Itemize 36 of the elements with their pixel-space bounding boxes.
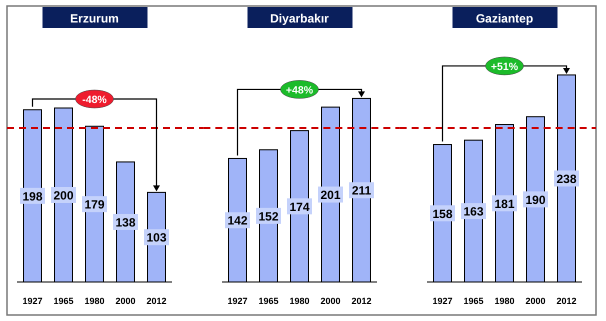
data-label: 211	[352, 184, 372, 198]
data-label: 174	[289, 200, 310, 214]
text: +51%	[490, 60, 519, 73]
chart-title: Gaziantep	[476, 12, 534, 26]
x-tick-label: 1927	[227, 296, 248, 306]
x-tick-label: 1980	[494, 296, 515, 306]
x-tick-label: 2000	[115, 296, 136, 306]
data-label: 179	[84, 198, 105, 212]
data-label: 198	[22, 189, 43, 204]
chart-title: Diyarbakır	[270, 12, 330, 26]
data-label: 152	[258, 209, 279, 224]
data-label: 142	[227, 214, 248, 228]
x-tick-label: 2012	[556, 296, 577, 306]
data-label: 200	[53, 188, 74, 202]
x-tick-label: 1927	[432, 296, 453, 306]
x-tick-label: 1965	[258, 296, 279, 306]
data-label: 181	[494, 196, 515, 211]
data-label: 158	[432, 206, 453, 221]
x-tick-label: 2012	[351, 296, 372, 306]
x-tick-label: 2000	[320, 296, 341, 306]
chart-title: Erzurum	[70, 12, 119, 26]
x-tick-label: 1980	[84, 296, 105, 306]
data-label: 138	[115, 215, 136, 230]
x-tick-label: 1965	[463, 296, 484, 306]
x-tick-label: 2000	[525, 296, 546, 306]
text: -48%	[82, 94, 108, 106]
data-label: 103	[146, 230, 167, 245]
data-label: 190	[525, 192, 546, 207]
text: +48%	[286, 84, 314, 96]
data-label: 201	[320, 188, 341, 202]
x-tick-label: 1965	[53, 296, 74, 306]
x-tick-label: 1980	[289, 296, 310, 306]
data-label: 163	[463, 204, 484, 219]
x-tick-label: 2012	[146, 296, 167, 306]
data-label: 238	[556, 172, 577, 186]
x-tick-label: 1927	[22, 296, 43, 306]
